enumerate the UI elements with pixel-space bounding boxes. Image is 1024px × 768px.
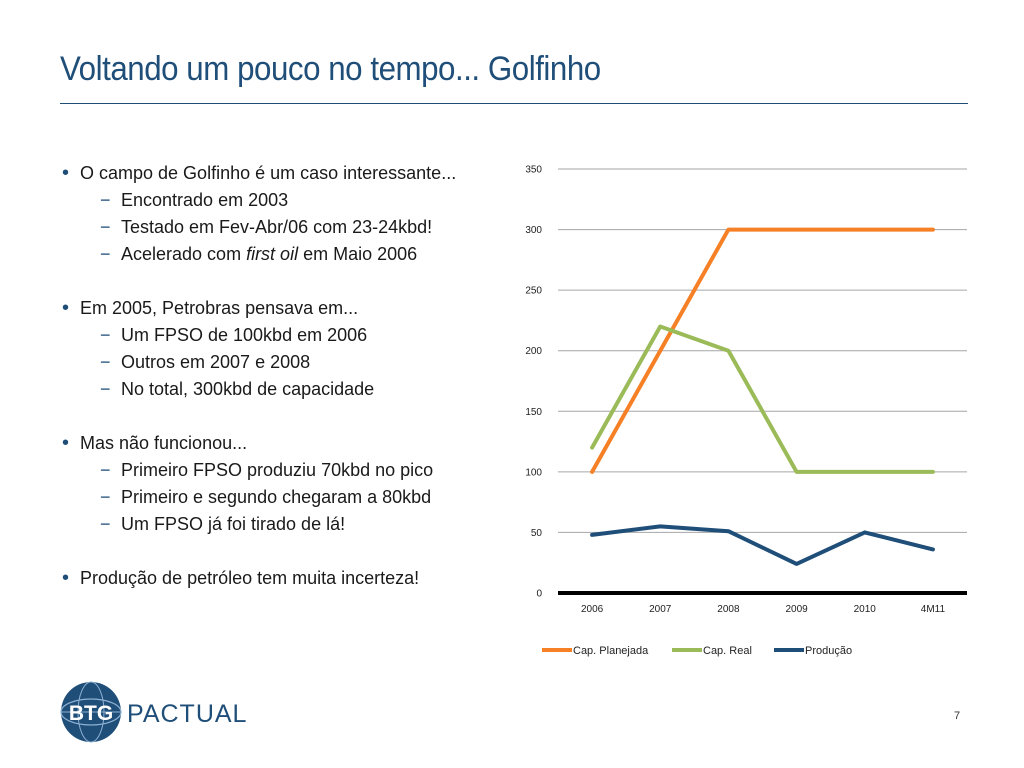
data-point xyxy=(796,471,798,473)
bullet-text: Em 2005, Petrobras pensava em... xyxy=(80,298,359,318)
logo-svg: BTG PACTUAL xyxy=(60,681,247,743)
legend-label: Cap. Real xyxy=(703,645,752,657)
dash-icon: − xyxy=(100,244,111,264)
company-logo: BTG PACTUAL xyxy=(60,678,260,750)
bullet-icon: • xyxy=(62,432,70,454)
page-number: 7 xyxy=(954,710,961,722)
x-tick-label: 2006 xyxy=(581,604,604,615)
bullet-item: • Produção de petróleo tem muita incerte… xyxy=(62,565,492,592)
data-point xyxy=(659,525,661,527)
dash-icon: − xyxy=(100,325,111,345)
sub-bullet-emphasis: first oil xyxy=(246,244,299,264)
dash-icon: − xyxy=(100,190,111,210)
bullet-item: • Em 2005, Petrobras pensava em... xyxy=(62,295,492,322)
y-tick-label: 50 xyxy=(531,528,543,539)
data-point xyxy=(659,325,661,327)
data-point xyxy=(864,531,866,533)
sub-bullet-item: − Outros em 2007 e 2008 xyxy=(62,349,492,376)
data-point xyxy=(659,350,661,352)
y-tick-label: 0 xyxy=(536,589,542,600)
data-point xyxy=(591,447,593,449)
logo-mark-text: BTG xyxy=(69,702,113,725)
sub-bullet-text: Primeiro FPSO produziu 70kbd no pico xyxy=(121,460,434,480)
bullet-list: • O campo de Golfinho é um caso interess… xyxy=(62,160,492,619)
y-tick-label: 100 xyxy=(525,467,542,478)
data-point xyxy=(727,229,729,231)
sub-bullet-text: Testado em Fev-Abr/06 com 23-24kbd! xyxy=(121,217,433,237)
data-point xyxy=(796,229,798,231)
bullet-icon: • xyxy=(62,162,70,184)
slide-title: Voltando um pouco no tempo... Golfinho xyxy=(60,50,601,88)
legend-label: Produção xyxy=(805,645,852,657)
sub-bullet-item: − Testado em Fev-Abr/06 com 23-24kbd! xyxy=(62,214,492,241)
x-tick-label: 2008 xyxy=(717,604,740,615)
dash-icon: − xyxy=(100,379,111,399)
data-point xyxy=(932,471,934,473)
data-point xyxy=(727,350,729,352)
y-tick-label: 150 xyxy=(525,407,542,418)
data-point xyxy=(591,534,593,536)
data-point xyxy=(796,563,798,565)
bullet-item: • O campo de Golfinho é um caso interess… xyxy=(62,160,492,187)
sub-bullet-item: − Encontrado em 2003 xyxy=(62,187,492,214)
y-tick-label: 250 xyxy=(525,286,542,297)
dash-icon: − xyxy=(100,217,111,237)
bullet-icon: • xyxy=(62,567,70,589)
data-point xyxy=(932,548,934,550)
sub-bullet-item: − Primeiro e segundo chegaram a 80kbd xyxy=(62,484,492,511)
bullet-text: O campo de Golfinho é um caso interessan… xyxy=(80,163,457,183)
bullet-block: • Produção de petróleo tem muita incerte… xyxy=(62,565,492,592)
series-line xyxy=(590,227,935,474)
bullet-item: • Mas não funcionou... xyxy=(62,430,492,457)
bullet-icon: • xyxy=(62,297,70,319)
logo-word-text: PACTUAL xyxy=(127,700,247,728)
data-point xyxy=(727,530,729,532)
y-tick-label: 350 xyxy=(525,165,542,176)
y-tick-label: 300 xyxy=(525,225,542,236)
dash-icon: − xyxy=(100,487,111,507)
sub-bullet-item: − Primeiro FPSO produziu 70kbd no pico xyxy=(62,457,492,484)
sub-bullet-item: − Acelerado com first oil em Maio 2006 xyxy=(62,241,492,268)
y-tick-label: 200 xyxy=(525,346,542,357)
sub-bullet-text: Primeiro e segundo chegaram a 80kbd xyxy=(121,487,432,507)
data-point xyxy=(864,471,866,473)
sub-bullet-text: No total, 300kbd de capacidade xyxy=(121,379,375,399)
sub-bullet-text: Encontrado em 2003 xyxy=(121,190,289,210)
x-tick-label: 2010 xyxy=(854,604,877,615)
series-line xyxy=(590,324,935,474)
x-tick-label: 2007 xyxy=(649,604,672,615)
data-point xyxy=(932,229,934,231)
sub-bullet-text: Um FPSO de 100kbd em 2006 xyxy=(121,325,368,345)
sub-bullet-text-pre: Acelerado com xyxy=(121,244,247,264)
bullet-text: Produção de petróleo tem muita incerteza… xyxy=(80,568,420,588)
title-divider xyxy=(60,103,968,104)
sub-bullet-item: − No total, 300kbd de capacidade xyxy=(62,376,492,403)
x-tick-label: 4M11 xyxy=(921,604,946,615)
series-line xyxy=(590,524,935,566)
line-chart: 0 50 100 150 200 250 300 350 2006 2007 2008 2009 201… xyxy=(500,150,980,670)
bullet-text: Mas não funcionou... xyxy=(80,433,248,453)
dash-icon: − xyxy=(100,514,111,534)
chart-svg: 0 50 100 150 200 250 300 350 2006 2007 2008 2009 201… xyxy=(525,165,967,657)
bullet-block: • Em 2005, Petrobras pensava em... − Um F… xyxy=(62,295,492,403)
dash-icon: − xyxy=(100,460,111,480)
legend-label: Cap. Planejada xyxy=(573,645,649,657)
bullet-block: • Mas não funcionou... − Primeiro FPSO pr… xyxy=(62,430,492,538)
x-tick-label: 2009 xyxy=(785,604,808,615)
sub-bullet-text-post: em Maio 2006 xyxy=(298,244,418,264)
dash-icon: − xyxy=(100,352,111,372)
data-point xyxy=(864,229,866,231)
sub-bullet-item: − Um FPSO de 100kbd em 2006 xyxy=(62,322,492,349)
bullet-block: • O campo de Golfinho é um caso interess… xyxy=(62,160,492,268)
globe-icon xyxy=(60,681,122,743)
sub-bullet-text: Um FPSO já foi tirado de lá! xyxy=(121,514,346,534)
sub-bullet-text: Outros em 2007 e 2008 xyxy=(121,352,311,372)
data-point xyxy=(591,471,593,473)
sub-bullet-item: − Um FPSO já foi tirado de lá! xyxy=(62,511,492,538)
